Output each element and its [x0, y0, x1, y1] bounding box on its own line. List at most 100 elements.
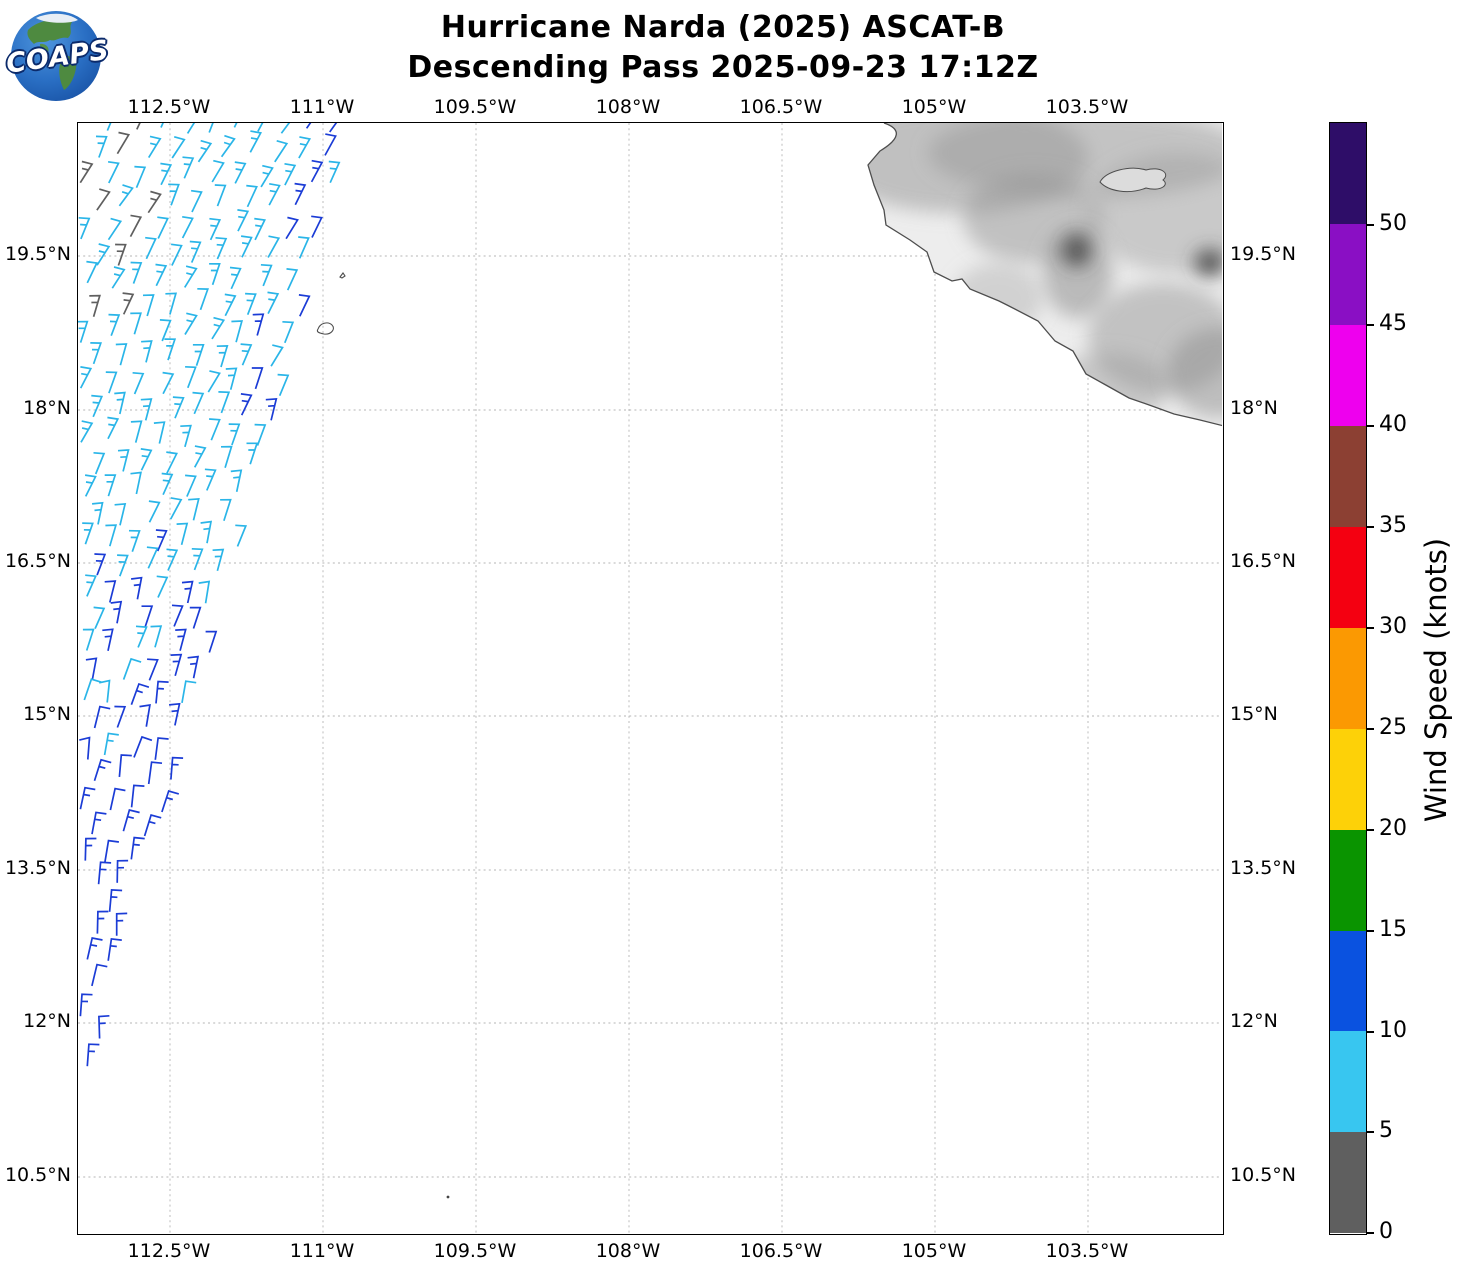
lon-tick-label-top: 103.5°W — [1045, 96, 1129, 118]
wind-barb — [150, 625, 163, 648]
wind-barb — [122, 657, 142, 680]
wind-barb — [254, 217, 266, 241]
colorbar-tick-label: 35 — [1379, 513, 1407, 539]
lon-tick-label-top: 111°W — [289, 96, 355, 118]
wind-barb — [139, 703, 151, 727]
island-outline — [339, 272, 346, 279]
wind-barb — [109, 787, 126, 811]
wind-barb — [98, 1014, 110, 1039]
wind-barb — [147, 761, 163, 785]
wind-barb — [159, 319, 172, 342]
wind-barb — [136, 123, 141, 130]
wind-barb — [108, 889, 123, 912]
wind-barb — [257, 123, 264, 132]
lon-tick-label-bottom: 109.5°W — [433, 1240, 517, 1262]
wind-barb — [110, 600, 123, 624]
wind-barb — [170, 653, 183, 677]
lat-tick-label-right: 10.5°N — [1230, 1164, 1297, 1186]
wind-barb — [168, 183, 180, 206]
wind-barb — [96, 243, 111, 266]
wind-barb — [104, 580, 117, 603]
wind-barb — [270, 344, 284, 367]
wind-barb — [311, 215, 323, 238]
lat-tick-label-left: 15°N — [23, 703, 71, 725]
wind-barb — [147, 135, 162, 159]
wind-barb — [130, 784, 145, 808]
wind-barb — [252, 313, 265, 336]
lat-tick-label-left: 19.5°N — [4, 243, 71, 265]
wind-barb — [96, 910, 109, 934]
wind-barb — [305, 123, 312, 129]
islet-dot — [446, 1195, 450, 1199]
wind-barb — [294, 182, 307, 206]
wind-barb — [83, 678, 102, 701]
plot-title: Hurricane Narda (2025) ASCAT-B Descendin… — [80, 8, 1366, 87]
wind-barb — [208, 123, 214, 133]
wind-barb — [181, 215, 194, 239]
wind-barb — [161, 789, 180, 813]
lat-tick-label-left: 18°N — [23, 397, 71, 419]
wind-barb — [225, 367, 238, 390]
wind-barb — [84, 837, 97, 861]
wind-barb — [133, 735, 153, 758]
wind-barb — [80, 420, 94, 443]
wind-barb — [104, 839, 120, 863]
wind-barb — [79, 366, 93, 389]
wind-barb — [89, 294, 101, 317]
wind-barb — [128, 529, 141, 552]
wind-barb — [114, 391, 126, 415]
wind-barb — [85, 574, 97, 597]
colorbar-tick-label: 15 — [1379, 916, 1407, 942]
wind-barb — [91, 811, 107, 835]
wind-barb — [103, 732, 119, 756]
wind-barb — [104, 474, 117, 497]
wind-barb — [91, 963, 108, 987]
wind-barb — [157, 216, 169, 239]
wind-barb — [156, 575, 169, 598]
lon-tick-label-top: 112.5°W — [127, 96, 211, 118]
lat-tick-label-right: 19.5°N — [1230, 243, 1297, 265]
wind-barb — [122, 808, 140, 832]
wind-barb — [182, 156, 195, 179]
wind-barb — [234, 161, 247, 184]
wind-barb — [122, 292, 135, 315]
wind-barb — [200, 520, 213, 544]
wind-barb — [142, 294, 155, 317]
wind-barb — [162, 371, 175, 395]
wind-barb — [115, 912, 128, 936]
wind-barb — [140, 398, 153, 421]
wind-barb — [192, 343, 205, 366]
lon-tick-label-bottom: 105°W — [901, 1240, 967, 1262]
terrain-blob — [1168, 328, 1223, 418]
terrain-blob — [953, 263, 1043, 333]
wind-barb — [268, 182, 281, 206]
wind-barb — [285, 216, 299, 240]
wind-barb — [214, 184, 227, 207]
colorbar-tick-label: 20 — [1379, 815, 1407, 841]
wind-barb — [90, 342, 102, 365]
wind-barb — [183, 265, 198, 288]
wind-barb — [240, 235, 253, 258]
wind-barb — [260, 164, 274, 188]
wind-barb — [132, 371, 145, 395]
colorbar-tick-label: 10 — [1379, 1017, 1407, 1043]
colorbar-tick-label: 45 — [1379, 311, 1407, 337]
wind-barb — [274, 139, 289, 163]
wind-barb — [147, 190, 162, 214]
wind-barb — [92, 501, 104, 525]
colorbar-tick-label: 0 — [1379, 1219, 1393, 1245]
colorbar-tickmark — [1367, 1131, 1374, 1134]
colorbar-segment — [1330, 929, 1366, 1032]
wind-barb — [93, 606, 106, 629]
wind-barb — [197, 287, 209, 311]
colorbar-segment — [1330, 123, 1366, 225]
wind-barb — [328, 160, 341, 184]
wind-barb — [260, 263, 273, 287]
wind-barb — [141, 605, 154, 628]
wind-barb — [286, 268, 299, 291]
wind-barb — [249, 130, 263, 153]
map-panel — [77, 122, 1224, 1235]
wind-barb — [235, 524, 248, 547]
wind-barb — [186, 123, 196, 134]
